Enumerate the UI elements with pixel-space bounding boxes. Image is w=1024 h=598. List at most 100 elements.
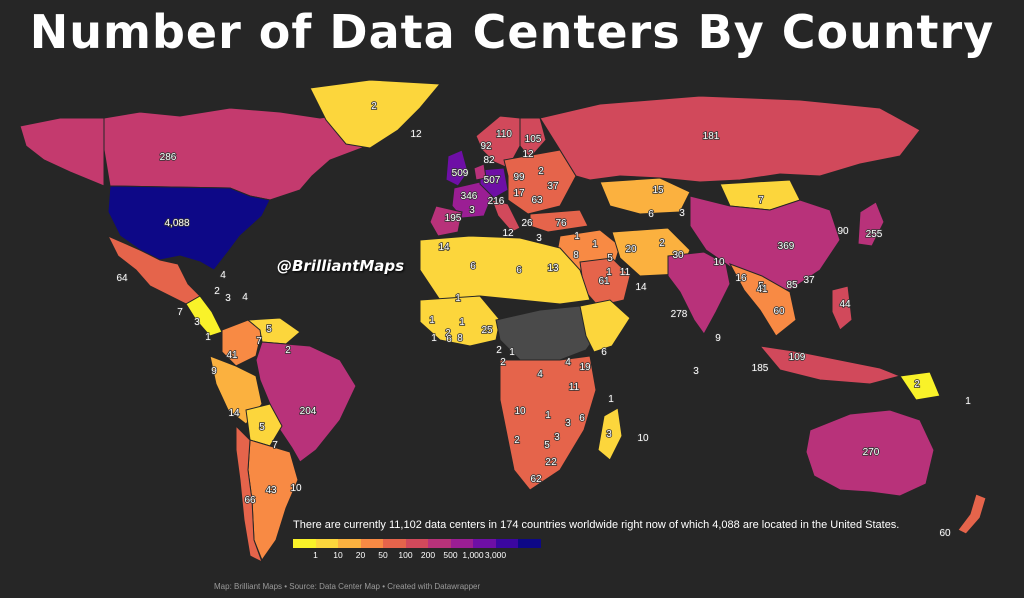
country-brazil[interactable] — [255, 341, 357, 463]
map-caption: There are currently 11,102 data centers … — [293, 519, 900, 531]
legend-tick-label: 10 — [333, 550, 343, 560]
country-value-label: 3 — [679, 208, 685, 219]
country-value-label: 10 — [290, 483, 302, 494]
country-united-states[interactable] — [107, 185, 271, 271]
country-value-label: 369 — [778, 241, 795, 252]
country-value-label: 5 — [266, 324, 272, 335]
country-value-label: 2 — [371, 101, 377, 112]
country-value-label: 3 — [469, 205, 475, 216]
country-value-label: 5 — [607, 253, 613, 264]
country-bolivia[interactable] — [245, 403, 283, 447]
country-japan[interactable] — [857, 201, 885, 247]
country-value-label: 255 — [866, 229, 883, 240]
map-title: Number of Data Centers By Country — [29, 5, 995, 59]
country-chile[interactable] — [235, 424, 263, 564]
country-value-label: 105 — [525, 134, 542, 145]
country-value-label: 30 — [672, 250, 684, 261]
country-value-label: 41 — [226, 350, 238, 361]
legend-tick-label: 20 — [355, 550, 366, 560]
country-value-label: 1 — [429, 315, 435, 326]
country-value-label: 26 — [521, 218, 533, 229]
country-southeast-asia[interactable] — [728, 263, 797, 337]
country-value-label: 19 — [579, 362, 591, 373]
country-value-label: 2 — [914, 379, 920, 390]
country-east-africa[interactable] — [579, 299, 631, 353]
country-west-africa[interactable] — [419, 295, 501, 347]
legend-tick-label: 1,000 — [462, 550, 484, 560]
color-legend — [293, 539, 541, 548]
country-value-label: 13 — [547, 263, 559, 274]
country-value-label: 6 — [446, 334, 452, 345]
country-value-label: 8 — [457, 333, 463, 344]
country-value-label: 3 — [536, 233, 542, 244]
country-value-label: 6 — [601, 347, 607, 358]
country-value-label: 270 — [863, 447, 880, 458]
country-spain[interactable] — [429, 205, 463, 237]
legend-tick-label: 3,000 — [484, 550, 507, 560]
legend-swatch — [315, 539, 338, 548]
country-value-label: 3 — [693, 366, 699, 377]
country-north-africa[interactable] — [419, 235, 591, 305]
country-value-label: 12 — [502, 228, 514, 239]
legend-swatch — [450, 539, 473, 548]
country-value-label: 2 — [545, 457, 551, 468]
country-kazakhstan[interactable] — [599, 177, 691, 215]
country-papua[interactable] — [899, 371, 941, 401]
country-value-label: 3 — [565, 418, 571, 429]
country-value-label: 2 — [514, 435, 520, 446]
country-new-zealand[interactable] — [957, 493, 987, 535]
country-indonesia[interactable] — [758, 345, 902, 385]
country-madagascar[interactable] — [597, 407, 623, 461]
country-value-label: 17 — [513, 188, 525, 199]
country-value-label: 1 — [205, 332, 211, 343]
country-value-label: 204 — [300, 406, 317, 417]
country-value-label: 92 — [480, 141, 492, 152]
country-value-label: 64 — [116, 273, 128, 284]
country-alaska[interactable] — [19, 117, 105, 187]
country-value-label: 10 — [713, 257, 725, 268]
country-value-label: 4,088 — [164, 218, 189, 229]
country-value-label: 7 — [256, 336, 262, 347]
country-value-label: 2 — [500, 357, 506, 368]
country-value-label: 286 — [160, 152, 177, 163]
country-central-africa[interactable] — [495, 305, 601, 361]
country-value-label: 5 — [544, 440, 550, 451]
country-value-label: 195 — [445, 213, 462, 224]
country-value-label: 7 — [758, 195, 764, 206]
country-germany[interactable] — [479, 167, 509, 199]
country-value-label: 7 — [177, 307, 183, 318]
country-value-label: 507 — [484, 175, 501, 186]
country-value-label: 9 — [211, 366, 217, 377]
country-southern-africa[interactable] — [499, 355, 597, 491]
country-india[interactable] — [667, 251, 731, 335]
legend-tick-label: 500 — [443, 550, 458, 560]
country-value-label: 1 — [459, 317, 465, 328]
country-norway-sweden[interactable] — [475, 115, 521, 169]
country-value-label: 6 — [648, 209, 654, 220]
country-central-america[interactable] — [185, 295, 223, 337]
country-china[interactable] — [689, 195, 841, 291]
country-value-label: 1 — [431, 333, 437, 344]
country-value-label: 16 — [735, 273, 747, 284]
country-value-label: 9 — [715, 333, 721, 344]
country-value-label: 5 — [758, 281, 764, 292]
legend-tick-label: 1 — [313, 550, 318, 560]
country-netherlands[interactable] — [473, 163, 487, 181]
country-value-label: 509 — [452, 168, 469, 179]
country-value-label: 3 — [194, 317, 200, 328]
legend-swatch — [293, 539, 316, 548]
legend-tick-label: 100 — [398, 550, 413, 560]
country-russia[interactable] — [539, 95, 921, 183]
country-italy[interactable] — [491, 199, 521, 233]
country-united-kingdom[interactable] — [445, 149, 469, 187]
country-finland[interactable] — [519, 117, 547, 159]
country-philippines[interactable] — [831, 285, 853, 331]
country-greenland[interactable] — [309, 79, 442, 149]
country-value-label: 63 — [531, 195, 543, 206]
country-value-label: 109 — [789, 352, 806, 363]
country-value-label: 90 — [837, 226, 849, 237]
country-turkey[interactable] — [529, 209, 589, 233]
country-australia[interactable] — [805, 409, 935, 497]
country-value-label: 14 — [228, 408, 240, 419]
